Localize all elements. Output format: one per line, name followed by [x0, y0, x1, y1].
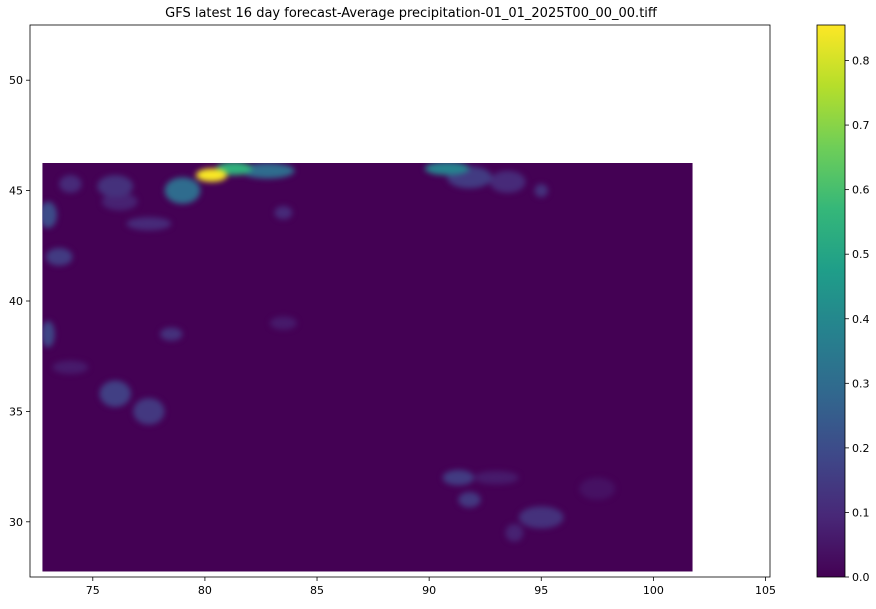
x-tick-label: 105 [755, 584, 776, 597]
chart-title: GFS latest 16 day forecast-Average preci… [165, 6, 658, 21]
precip-hotspot [534, 183, 548, 198]
precip-hotspot [133, 398, 165, 425]
colorbar-ticks: 0.0 0.1 0.2 0.3 0.4 0.5 0.6 0.7 0.8 [845, 55, 870, 584]
x-tick-label: 80 [198, 584, 212, 597]
precip-hotspot [164, 177, 201, 204]
hotspot-layer [42, 163, 616, 542]
precip-hotspot [195, 168, 228, 182]
precip-hotspot [52, 360, 89, 374]
precip-hotspot [160, 327, 183, 341]
y-tick-label: 45 [9, 185, 23, 198]
y-tick-label: 30 [9, 516, 23, 529]
colorbar-tick-label: 0.6 [852, 184, 870, 197]
colorbar: 0.0 0.1 0.2 0.3 0.4 0.5 0.6 0.7 0.8 [816, 24, 870, 584]
precip-hotspot [42, 201, 57, 229]
colorbar-gradient [817, 25, 845, 577]
y-tick-label: 50 [9, 74, 23, 87]
colorbar-tick-label: 0.7 [852, 119, 870, 132]
precip-hotspot [240, 163, 295, 179]
x-axis: 75 80 85 90 95 100 105 [86, 577, 776, 597]
precip-hotspot [99, 380, 131, 407]
precip-hotspot [424, 163, 470, 176]
precip-hotspot [269, 316, 297, 330]
precip-hotspot [59, 175, 82, 193]
colorbar-tick-label: 0.1 [852, 506, 870, 519]
x-tick-label: 85 [310, 584, 324, 597]
y-axis: 30 35 40 45 50 [9, 74, 30, 529]
precip-hotspot [505, 524, 524, 542]
precip-hotspot [442, 469, 475, 486]
precip-hotspot [101, 192, 138, 211]
colorbar-tick-label: 0.3 [852, 377, 870, 390]
precip-hotspot [45, 248, 73, 266]
colorbar-tick-label: 0.5 [852, 248, 870, 261]
precip-hotspot [126, 217, 172, 231]
y-tick-label: 40 [9, 295, 23, 308]
precip-hotspot [97, 175, 134, 198]
precip-hotspot [489, 170, 526, 193]
precip-hotspot [474, 471, 519, 485]
precip-hotspot [579, 477, 616, 500]
x-tick-label: 95 [534, 584, 548, 597]
x-tick-label: 100 [643, 584, 664, 597]
heatmap-layer [42, 163, 693, 572]
colorbar-tick-label: 0.8 [852, 55, 870, 68]
precip-hotspot [518, 506, 564, 529]
colorbar-frame [816, 24, 846, 578]
y-tick-label: 35 [9, 405, 23, 418]
colorbar-tick-label: 0.0 [852, 571, 870, 584]
precip-hotspot [42, 320, 55, 348]
colorbar-tick-label: 0.2 [852, 442, 870, 455]
precip-hotspot [458, 491, 481, 508]
x-tick-label: 75 [86, 584, 100, 597]
heatmap-background [42, 163, 693, 572]
precip-hotspot [274, 206, 293, 220]
x-tick-label: 90 [422, 584, 436, 597]
colorbar-tick-label: 0.4 [852, 313, 870, 326]
